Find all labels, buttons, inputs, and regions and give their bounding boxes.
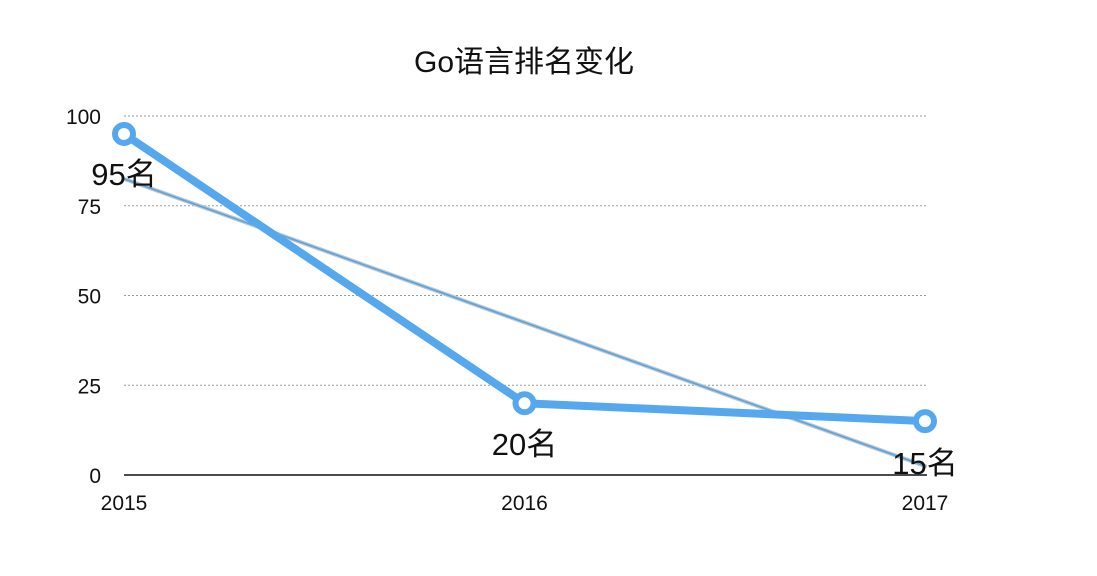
data-label-layer: 95名 20名 15名 (91, 157, 957, 481)
chart-title: Go语言排名变化 (414, 46, 634, 79)
data-label-2015: 95名 (91, 157, 156, 192)
data-point-2016 (512, 391, 537, 416)
data-label-2016: 20名 (492, 427, 557, 462)
series-layer (112, 121, 937, 434)
y-tick-label-25: 25 (78, 375, 101, 398)
x-tick-label-2017: 2017 (902, 492, 949, 515)
x-axis-ticks: 2015 2016 2017 (101, 492, 949, 515)
data-label-2017: 15名 (892, 446, 957, 481)
trendline (123, 178, 926, 467)
data-point-2015 (112, 121, 136, 146)
x-tick-label-2015: 2015 (101, 492, 148, 515)
trendline-layer (122, 176, 927, 469)
y-tick-label-75: 75 (78, 196, 101, 219)
y-tick-label-50: 50 (78, 286, 101, 309)
data-point-2017 (913, 409, 937, 434)
x-tick-label-2016: 2016 (501, 492, 548, 515)
series-line (120, 129, 929, 426)
y-tick-label-0: 0 (89, 465, 101, 488)
grid-layer (124, 115, 927, 476)
y-tick-label-100: 100 (66, 106, 101, 129)
y-axis-ticks: 0 25 50 75 100 (66, 106, 101, 488)
